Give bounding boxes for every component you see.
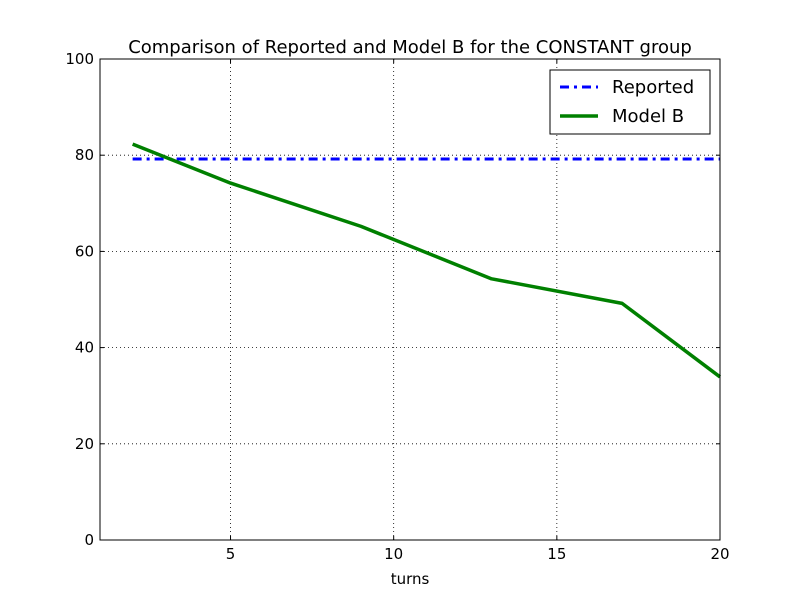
legend-label: Reported <box>612 77 694 98</box>
chart-title: Comparison of Reported and Model B for t… <box>128 37 692 58</box>
y-tick-label: 100 <box>65 50 94 68</box>
x-axis-label: turns <box>391 570 430 588</box>
x-tick-label: 15 <box>547 545 566 563</box>
x-tick-label: 20 <box>710 545 729 563</box>
y-tick-label: 40 <box>75 339 94 357</box>
y-tick-label: 0 <box>84 531 94 549</box>
legend: Reported Model B <box>549 69 711 135</box>
legend-label: Model B <box>612 106 684 127</box>
plot-lines <box>131 142 722 379</box>
x-tick-label: 10 <box>384 545 403 563</box>
series-line-2 <box>131 142 722 379</box>
y-tick-label: 60 <box>75 242 94 260</box>
x-tick-label: 5 <box>226 545 236 563</box>
y-tick-label: 20 <box>75 435 94 453</box>
legend-box <box>549 69 711 135</box>
axis-ticks: 5 10 15 20 0 20 40 60 80 100 <box>65 50 729 563</box>
plot-frame <box>99 58 721 541</box>
y-tick-label: 80 <box>75 146 94 164</box>
